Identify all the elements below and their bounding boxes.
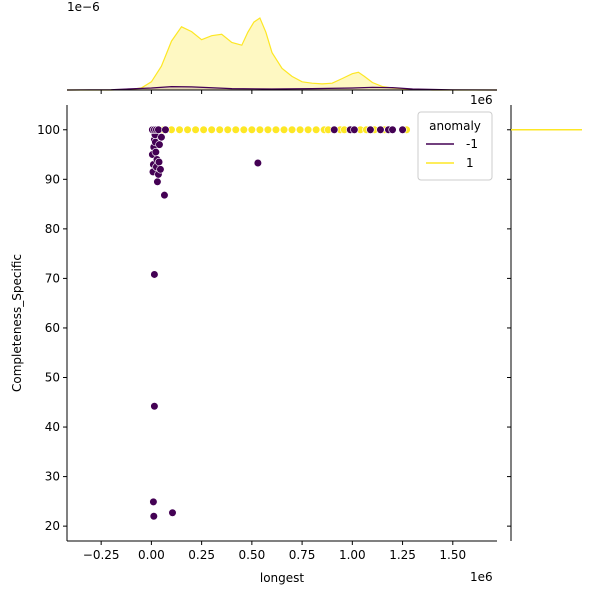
scatter-point-anomaly--1 [330, 125, 339, 134]
scatter-point-anomaly--1 [154, 157, 164, 167]
legend: anomaly -11 [417, 111, 493, 181]
legend-label-anomaly--1: -1 [466, 137, 478, 151]
scatter-point-anomaly--1 [157, 133, 166, 142]
y-tick-label: 100 [37, 123, 60, 137]
scatter-point-anomaly-1 [175, 125, 184, 134]
x-tick-label: 0.25 [188, 548, 215, 562]
x-axis-offset-text: 1e6 [470, 570, 493, 584]
top-marginal-x-ticks [100, 90, 454, 94]
x-tick-label: 0.75 [289, 548, 316, 562]
legend-title: anomaly [429, 119, 481, 133]
x-tick-label: 0.50 [239, 548, 266, 562]
scatter-point-anomaly--1 [155, 140, 164, 149]
right-marginal-offset-text: 1e6 [470, 93, 493, 107]
scatter-point-anomaly-1 [199, 125, 208, 134]
scatter-point-anomaly--1 [150, 270, 159, 279]
scatter-point-anomaly-1 [215, 125, 224, 134]
main-scatter-axes: −0.25 0.00 0.25 0.50 0.75 1.00 1.25 1.50 20 30 40… [10, 105, 497, 585]
scatter-point-anomaly--1 [149, 497, 158, 506]
scatter-point-anomaly-1 [279, 125, 289, 134]
scatter-point-anomaly--1 [398, 125, 407, 134]
scatter-point-anomaly--1 [153, 177, 162, 186]
top-marginal-offset-text: 1e−6 [67, 0, 100, 14]
y-tick-label: 80 [45, 222, 60, 236]
top-kde-line-anomaly-1 [67, 17, 497, 91]
x-tick-label: 1.25 [389, 548, 416, 562]
top-kde-fill-anomaly-1 [67, 18, 497, 90]
x-axis-ticks: −0.25 0.00 0.25 0.50 0.75 1.00 1.25 1.50 [83, 541, 466, 562]
scatter-point-anomaly--1 [388, 125, 397, 134]
scatter-point-anomaly--1 [366, 125, 375, 134]
top-kde-fill-anomaly--1 [67, 86, 497, 90]
top-marginal-kde: 1e−6 [66, 0, 498, 94]
scatter-point-anomaly-1 [247, 125, 256, 134]
scatter-point-anomaly-1 [223, 125, 232, 134]
y-tick-label: 90 [45, 172, 60, 186]
y-tick-label: 30 [45, 470, 60, 484]
right-marginal-kde: 1e6 [470, 93, 582, 541]
scatter-point-anomaly--1 [168, 508, 177, 517]
scatter-point-anomaly--1 [156, 165, 165, 174]
y-tick-label: 60 [45, 321, 60, 335]
scatter-point-anomaly-1 [271, 125, 281, 134]
scatter-point-anomaly--1 [150, 402, 159, 411]
top-marginal-curves [66, 17, 498, 91]
legend-label-anomaly-1: 1 [466, 156, 474, 170]
y-tick-label: 40 [45, 420, 60, 434]
y-axis-ticks: 20 30 40 50 60 70 80 90 100 [37, 123, 67, 533]
scatter-point-anomaly-1 [183, 125, 192, 134]
x-tick-label: 1.50 [439, 548, 466, 562]
scatter-point-anomaly--1 [350, 125, 359, 134]
scatter-point-anomaly-1 [231, 125, 240, 134]
scatter-point-anomaly--1 [149, 512, 158, 521]
scatter-point-anomaly-1 [255, 125, 264, 134]
legend-entries: -11 [426, 137, 478, 170]
y-tick-label: 50 [45, 371, 60, 385]
scatter-point-anomaly-1 [239, 125, 248, 134]
top-kde-line-anomaly--1 [66, 85, 498, 91]
scatter-point-anomaly--1 [151, 147, 160, 157]
x-tick-label: 1.00 [339, 548, 366, 562]
scatter-point-anomaly-1 [207, 125, 216, 134]
y-axis-label: Completeness_Specific [10, 254, 24, 392]
scatter-point-anomaly--1 [376, 125, 385, 134]
scatter-point-anomaly-1 [304, 125, 313, 134]
y-tick-label: 70 [45, 271, 60, 285]
y-tick-label: 20 [45, 519, 60, 533]
scatter-point-anomaly-1 [263, 125, 273, 134]
right-marginal-y-ticks [507, 129, 511, 527]
scatter-point-anomaly-1 [312, 125, 321, 134]
scatter-point-anomaly--1 [160, 191, 169, 200]
x-tick-label: 0.00 [138, 548, 165, 562]
scatter-point-anomaly-1 [295, 125, 305, 134]
x-tick-label: −0.25 [83, 548, 120, 562]
scatter-point-anomaly--1 [161, 125, 170, 134]
x-axis-label: longest [260, 571, 305, 585]
scatter-points [148, 125, 411, 521]
scatter-point-anomaly--1 [253, 158, 262, 168]
scatter-point-anomaly-1 [287, 125, 297, 134]
scatter-point-anomaly-1 [191, 125, 200, 134]
scatter-point-anomaly--1 [154, 125, 163, 134]
